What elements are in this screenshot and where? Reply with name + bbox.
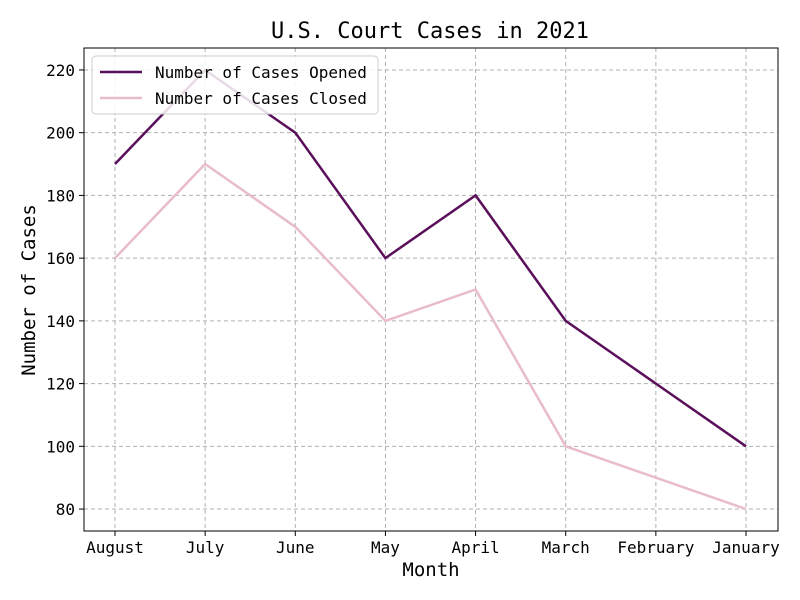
y-tick-label: 120: [46, 375, 75, 394]
chart-title: U.S. Court Cases in 2021: [271, 19, 589, 44]
x-tick-label: March: [542, 538, 590, 557]
plot-frame: [83, 47, 779, 532]
y-tick-label: 100: [46, 437, 75, 456]
x-tick-label: May: [371, 538, 400, 557]
x-tick-label: June: [276, 538, 315, 557]
y-axis-title: Number of Cases: [18, 204, 40, 376]
legend: Number of Cases Opened Number of Cases Cl…: [91, 55, 379, 115]
x-tick-label: April: [451, 538, 499, 557]
x-axis-title: Month: [402, 559, 459, 581]
y-tick-label: 160: [46, 249, 75, 268]
y-tick-label: 200: [46, 124, 75, 143]
x-tick-label: February: [617, 538, 694, 557]
y-tick-label: 220: [46, 61, 75, 80]
legend-label: Number of Cases Closed: [155, 89, 367, 108]
legend-box: [91, 55, 379, 115]
y-tick-label: 180: [46, 186, 75, 205]
legend-label: Number of Cases Opened: [155, 63, 367, 82]
x-tick-label: January: [712, 538, 780, 557]
y-tick-label: 80: [56, 500, 75, 519]
x-tick-label: July: [186, 538, 225, 557]
y-axis-ticks: 80 100 120 140 160 180 200 220: [46, 61, 84, 519]
grid: [84, 48, 778, 531]
series-line-closed: [114, 162, 747, 511]
y-tick-label: 140: [46, 312, 75, 331]
x-tick-label: August: [86, 538, 144, 557]
x-axis-ticks: August July June May April March February Janua…: [86, 531, 780, 557]
